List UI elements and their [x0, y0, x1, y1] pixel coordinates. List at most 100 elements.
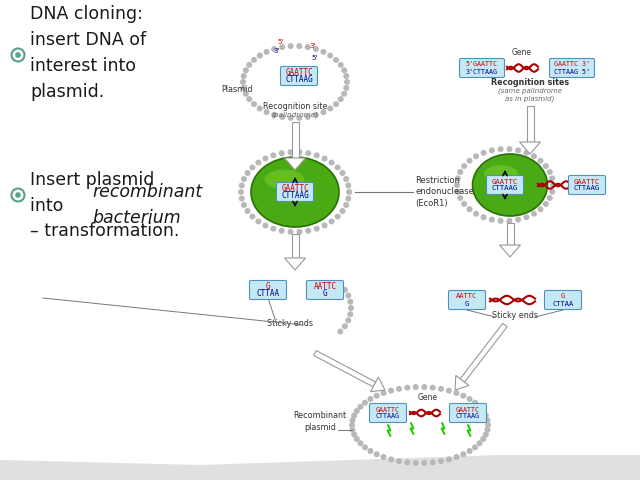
Ellipse shape [265, 169, 304, 189]
Circle shape [461, 201, 467, 207]
Text: GAATTC 3': GAATTC 3' [554, 61, 590, 68]
Circle shape [484, 417, 490, 423]
FancyBboxPatch shape [276, 182, 314, 202]
Circle shape [538, 206, 543, 212]
Ellipse shape [484, 165, 518, 182]
Circle shape [279, 150, 285, 156]
FancyBboxPatch shape [307, 280, 344, 300]
Circle shape [473, 211, 479, 217]
Circle shape [489, 216, 495, 223]
Circle shape [477, 440, 483, 446]
Circle shape [506, 146, 513, 152]
Bar [527, 106, 534, 142]
FancyBboxPatch shape [449, 290, 486, 310]
Circle shape [421, 460, 428, 466]
Bar [506, 223, 513, 245]
Circle shape [362, 400, 368, 406]
Circle shape [497, 218, 504, 224]
Circle shape [354, 408, 360, 414]
Circle shape [338, 62, 344, 68]
Circle shape [455, 189, 461, 194]
Circle shape [351, 432, 357, 437]
Circle shape [241, 73, 246, 79]
Circle shape [339, 208, 346, 214]
Circle shape [404, 459, 410, 465]
Circle shape [327, 106, 333, 111]
Circle shape [472, 400, 478, 406]
Circle shape [489, 147, 495, 154]
Text: CTTAAG: CTTAAG [574, 185, 600, 192]
Circle shape [455, 175, 461, 181]
Circle shape [374, 451, 380, 457]
Circle shape [239, 182, 244, 189]
Circle shape [257, 52, 263, 59]
Circle shape [457, 169, 463, 175]
Circle shape [321, 156, 328, 161]
Circle shape [388, 388, 394, 394]
Circle shape [506, 218, 513, 224]
Circle shape [467, 396, 472, 402]
Circle shape [243, 91, 249, 96]
Text: CTTAAG: CTTAAG [285, 75, 313, 84]
Circle shape [357, 440, 364, 446]
Circle shape [345, 182, 351, 189]
Circle shape [240, 79, 246, 85]
Circle shape [413, 384, 419, 390]
Circle shape [467, 448, 472, 454]
Ellipse shape [251, 157, 339, 227]
Circle shape [321, 223, 328, 228]
Text: GAATTC: GAATTC [492, 179, 518, 184]
FancyBboxPatch shape [250, 280, 287, 300]
Circle shape [354, 436, 360, 442]
Text: GAATTC: GAATTC [574, 179, 600, 184]
Circle shape [337, 281, 343, 288]
Circle shape [333, 57, 339, 63]
Circle shape [342, 323, 348, 329]
Text: CTTAA: CTTAA [552, 300, 573, 307]
Text: (palindrome): (palindrome) [271, 112, 319, 119]
Text: CTTAA: CTTAA [257, 289, 280, 298]
Circle shape [481, 214, 486, 220]
Circle shape [515, 147, 521, 154]
Circle shape [381, 454, 387, 460]
Circle shape [264, 109, 269, 115]
Circle shape [421, 384, 428, 390]
Circle shape [467, 158, 472, 164]
Text: CTTAAG: CTTAAG [376, 413, 400, 420]
Circle shape [296, 229, 303, 235]
Circle shape [547, 195, 553, 201]
Text: GAATTC: GAATTC [281, 184, 309, 193]
Text: 5': 5' [278, 39, 284, 45]
Circle shape [287, 229, 294, 235]
Circle shape [335, 165, 340, 170]
Circle shape [538, 158, 543, 164]
FancyBboxPatch shape [545, 290, 582, 310]
Circle shape [446, 456, 452, 462]
Text: Plasmid: Plasmid [221, 85, 253, 94]
FancyBboxPatch shape [460, 59, 504, 77]
Circle shape [524, 214, 529, 220]
Circle shape [446, 388, 452, 394]
Circle shape [262, 223, 268, 228]
Polygon shape [285, 258, 305, 270]
Circle shape [305, 150, 311, 156]
FancyBboxPatch shape [449, 404, 486, 422]
Text: Restriction
endonuclease
(EcoR1): Restriction endonuclease (EcoR1) [415, 176, 474, 208]
Polygon shape [460, 324, 507, 382]
Circle shape [454, 182, 460, 188]
Circle shape [257, 106, 263, 111]
Circle shape [348, 305, 354, 311]
Circle shape [15, 192, 20, 198]
Bar [291, 122, 298, 158]
Circle shape [338, 96, 344, 102]
Circle shape [262, 156, 268, 161]
Circle shape [367, 448, 373, 454]
Text: Insert plasmid
into: Insert plasmid into [30, 171, 154, 215]
Text: Sticky ends: Sticky ends [267, 319, 313, 328]
Circle shape [480, 408, 486, 414]
Text: 5'GAATTC: 5'GAATTC [466, 61, 498, 68]
Circle shape [238, 189, 244, 195]
Circle shape [484, 427, 490, 433]
Circle shape [547, 169, 553, 175]
Circle shape [271, 112, 277, 118]
